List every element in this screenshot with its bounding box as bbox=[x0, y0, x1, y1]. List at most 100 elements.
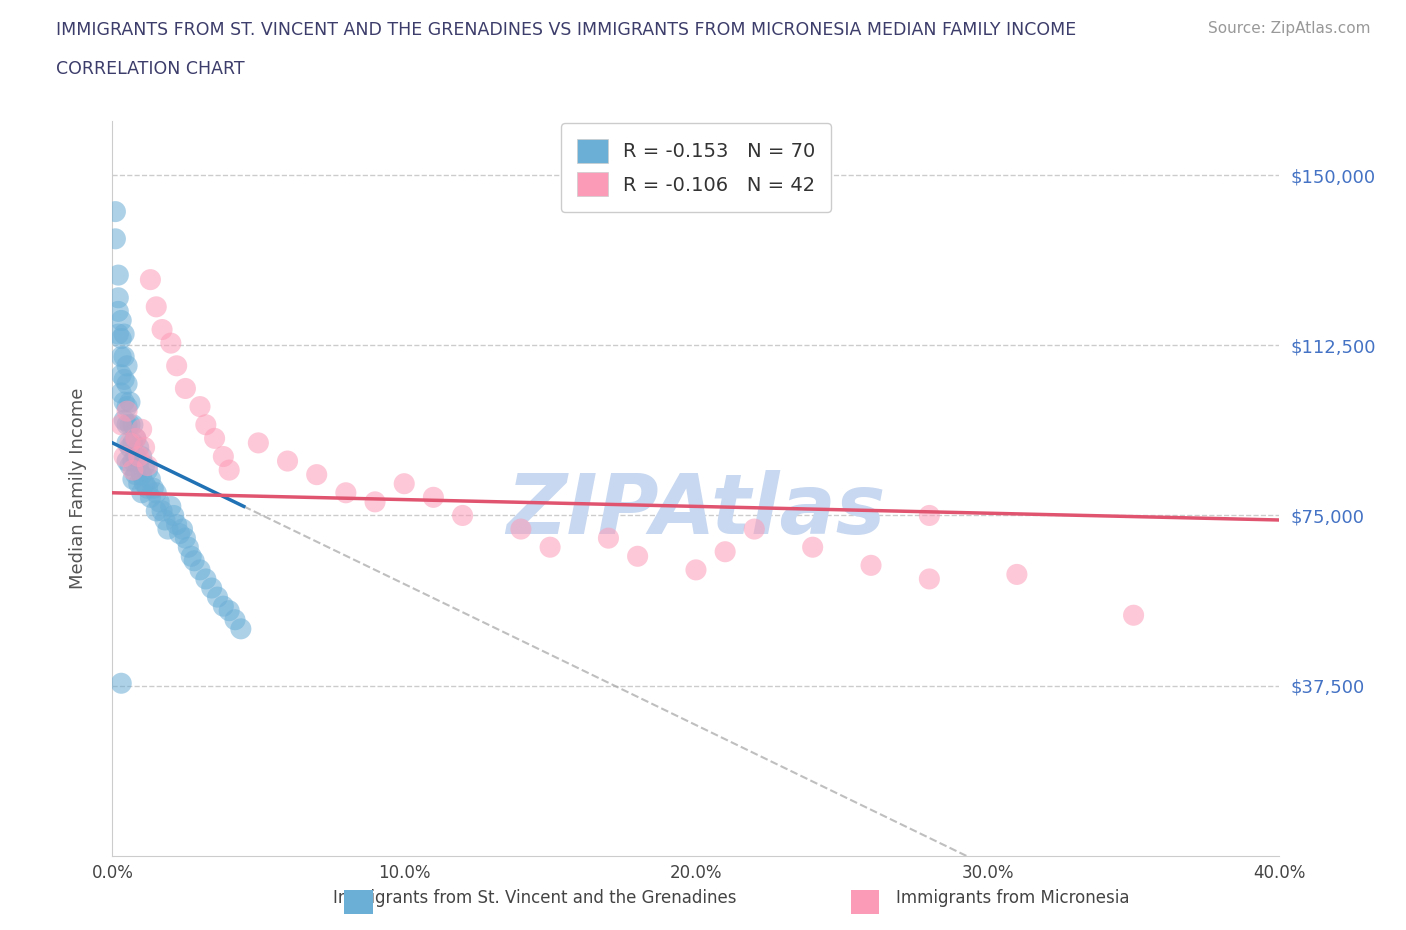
Point bbox=[174, 531, 197, 546]
Point bbox=[115, 377, 138, 392]
Point bbox=[180, 549, 202, 564]
Point bbox=[112, 394, 135, 409]
Point bbox=[394, 476, 416, 491]
Text: Immigrants from St. Vincent and the Grenadines: Immigrants from St. Vincent and the Gren… bbox=[333, 889, 735, 907]
Point bbox=[139, 472, 162, 486]
Point bbox=[1122, 608, 1144, 623]
Point bbox=[145, 485, 167, 500]
Point bbox=[107, 304, 129, 319]
Point bbox=[160, 336, 183, 351]
Point bbox=[110, 386, 132, 401]
Point bbox=[131, 449, 153, 464]
Point bbox=[110, 418, 132, 432]
Point bbox=[110, 331, 132, 346]
Point bbox=[422, 490, 444, 505]
Point bbox=[104, 232, 127, 246]
Point bbox=[115, 399, 138, 414]
Point bbox=[107, 268, 129, 283]
Point bbox=[104, 205, 127, 219]
Point bbox=[177, 539, 200, 554]
Point bbox=[204, 431, 226, 445]
Point bbox=[174, 381, 197, 396]
Point bbox=[115, 454, 138, 469]
Point bbox=[122, 418, 145, 432]
Text: Source: ZipAtlas.com: Source: ZipAtlas.com bbox=[1208, 21, 1371, 36]
Point bbox=[139, 490, 162, 505]
Point bbox=[136, 481, 159, 496]
Y-axis label: Median Family Income: Median Family Income bbox=[69, 388, 87, 589]
Point bbox=[918, 508, 941, 523]
Point bbox=[115, 435, 138, 450]
Point bbox=[153, 512, 176, 527]
Point bbox=[229, 621, 252, 636]
Point bbox=[118, 418, 141, 432]
Point bbox=[125, 449, 148, 464]
Point bbox=[598, 531, 620, 546]
Point bbox=[188, 399, 211, 414]
Point bbox=[134, 476, 156, 491]
Point bbox=[742, 522, 765, 537]
Point bbox=[128, 440, 150, 455]
Point bbox=[112, 350, 135, 365]
Point bbox=[335, 485, 357, 500]
Point bbox=[115, 418, 138, 432]
Point bbox=[128, 458, 150, 473]
Point bbox=[364, 495, 387, 510]
Point bbox=[131, 422, 153, 437]
Point bbox=[110, 367, 132, 382]
Point bbox=[112, 372, 135, 387]
Point bbox=[128, 476, 150, 491]
Point bbox=[148, 495, 170, 510]
Point bbox=[714, 544, 737, 559]
Point bbox=[125, 431, 148, 445]
Point bbox=[145, 503, 167, 518]
Point bbox=[115, 404, 138, 418]
Point bbox=[163, 508, 186, 523]
Point bbox=[224, 612, 246, 627]
Point bbox=[183, 553, 205, 568]
Point bbox=[276, 454, 298, 469]
Point bbox=[131, 467, 153, 482]
Point bbox=[169, 526, 191, 541]
Point bbox=[247, 435, 270, 450]
Point bbox=[172, 522, 194, 537]
Point bbox=[801, 539, 824, 554]
Point bbox=[156, 522, 179, 537]
Point bbox=[1005, 567, 1028, 582]
Point bbox=[122, 462, 145, 477]
Point bbox=[451, 508, 474, 523]
Point bbox=[627, 549, 650, 564]
Point bbox=[131, 485, 153, 500]
Text: ZIPAtlas: ZIPAtlas bbox=[506, 470, 886, 551]
Point bbox=[685, 563, 707, 578]
Point bbox=[201, 580, 224, 595]
Point bbox=[918, 572, 941, 587]
Point bbox=[118, 458, 141, 473]
Point bbox=[128, 449, 150, 464]
Point bbox=[122, 435, 145, 450]
Point bbox=[218, 604, 240, 618]
Point bbox=[194, 418, 217, 432]
Point bbox=[305, 467, 328, 482]
Point bbox=[150, 322, 173, 337]
Point bbox=[212, 599, 235, 614]
Point bbox=[112, 449, 135, 464]
Point bbox=[118, 435, 141, 450]
Point bbox=[150, 503, 173, 518]
Point bbox=[110, 313, 132, 328]
Text: IMMIGRANTS FROM ST. VINCENT AND THE GRENADINES VS IMMIGRANTS FROM MICRONESIA MED: IMMIGRANTS FROM ST. VINCENT AND THE GREN… bbox=[56, 21, 1077, 39]
Point bbox=[110, 676, 132, 691]
Point bbox=[107, 326, 129, 341]
Point bbox=[122, 454, 145, 469]
Point bbox=[538, 539, 561, 554]
Point bbox=[166, 517, 188, 532]
Point bbox=[142, 481, 165, 496]
Point bbox=[110, 350, 132, 365]
Point bbox=[122, 472, 145, 486]
Point bbox=[134, 458, 156, 473]
Text: Immigrants from Micronesia: Immigrants from Micronesia bbox=[896, 889, 1129, 907]
Point bbox=[160, 499, 183, 514]
Point bbox=[115, 358, 138, 373]
Point bbox=[125, 467, 148, 482]
Point bbox=[118, 394, 141, 409]
